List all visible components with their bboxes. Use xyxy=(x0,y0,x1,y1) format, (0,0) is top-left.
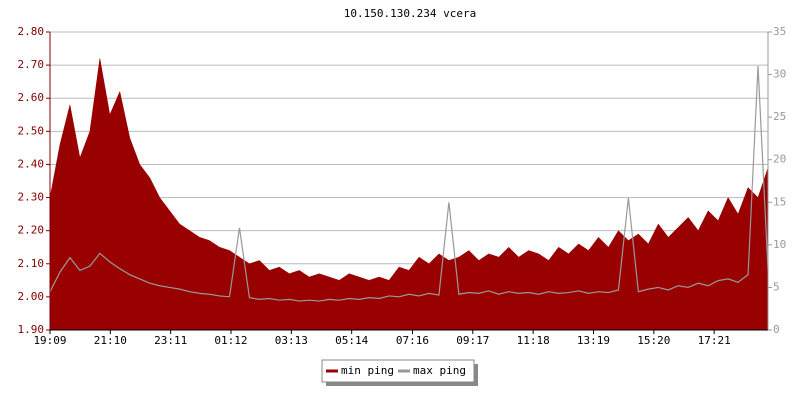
legend: min ping max ping xyxy=(321,359,478,386)
y-tick-label: 2.30 xyxy=(18,191,45,204)
x-tick-label: 09:17 xyxy=(456,334,489,347)
x-tick-label: 19:09 xyxy=(33,334,66,347)
y2-tick-label: 25 xyxy=(773,110,786,123)
x-tick-label: 21:10 xyxy=(94,334,127,347)
x-tick-label: 01:12 xyxy=(214,334,247,347)
y-tick-label: 2.50 xyxy=(18,124,45,137)
x-tick-label: 17:21 xyxy=(698,334,731,347)
y-tick-label: 2.60 xyxy=(18,91,45,104)
y-tick-label: 2.00 xyxy=(18,290,45,303)
y-tick-label: 2.20 xyxy=(18,224,45,237)
y2-tick-label: 30 xyxy=(773,68,786,81)
y2-tick-label: 15 xyxy=(773,195,786,208)
y-tick-label: 2.80 xyxy=(18,25,45,38)
x-tick-label: 07:16 xyxy=(396,334,429,347)
y-tick-label: 2.70 xyxy=(18,58,45,71)
x-tick-label: 11:18 xyxy=(517,334,550,347)
legend-label: min ping xyxy=(341,364,394,377)
y2-tick-label: 10 xyxy=(773,238,786,251)
x-tick-label: 03:13 xyxy=(275,334,308,347)
y2-tick-label: 5 xyxy=(773,280,780,293)
y2-tick-label: 35 xyxy=(773,25,786,38)
y-tick-label: 2.40 xyxy=(18,157,45,170)
x-tick-label: 05:14 xyxy=(335,334,368,347)
y-tick-label: 1.90 xyxy=(18,323,45,336)
legend-label: max ping xyxy=(413,364,466,377)
line xyxy=(49,66,769,302)
y2-tick-label: 20 xyxy=(773,153,786,166)
y-tick-label: 2.10 xyxy=(18,257,45,270)
y2-tick-label: 0 xyxy=(773,323,780,336)
x-tick-label: 15:20 xyxy=(637,334,670,347)
area xyxy=(49,58,769,331)
x-tick-label: 23:11 xyxy=(154,334,187,347)
chart-title: 10.150.130.234 vcera xyxy=(344,7,476,20)
x-tick-label: 13:19 xyxy=(577,334,610,347)
